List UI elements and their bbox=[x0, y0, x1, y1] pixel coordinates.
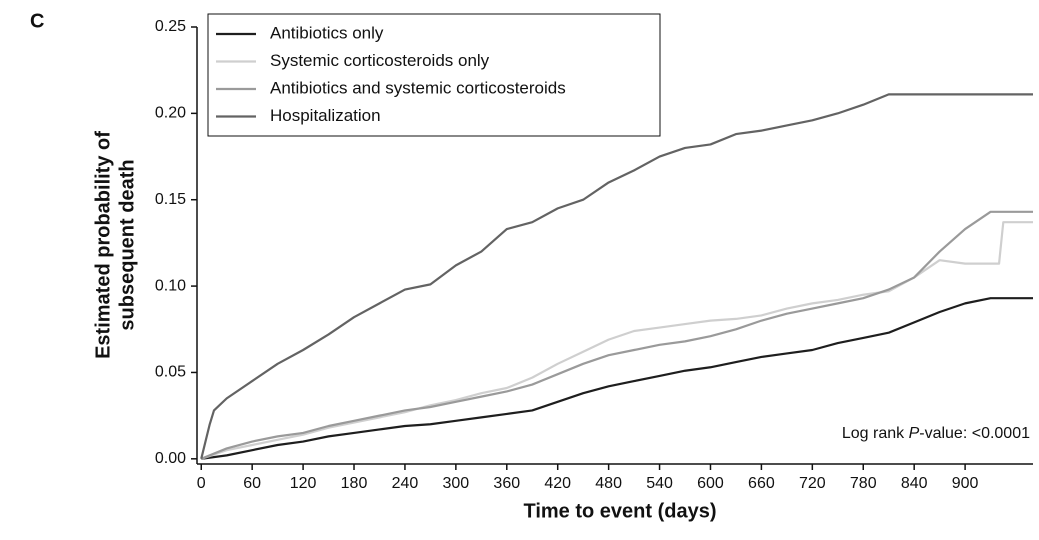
annotation-part: Log rank bbox=[842, 425, 909, 442]
annotation: Log rank P-value: <0.0001 bbox=[842, 425, 1030, 442]
y-label-line: subsequent death bbox=[116, 159, 138, 330]
x-tick-label: 360 bbox=[493, 475, 520, 492]
x-tick-label: 240 bbox=[392, 475, 419, 492]
series-line bbox=[201, 297, 1033, 460]
x-tick-label: 300 bbox=[443, 475, 470, 492]
y-tick-label: 0.10 bbox=[155, 277, 186, 294]
legend-label: Hospitalization bbox=[270, 106, 381, 125]
y-tick-label: 0.00 bbox=[155, 450, 186, 467]
legend-label: Antibiotics only bbox=[270, 23, 384, 42]
y-label-line: Estimated probability of bbox=[92, 131, 114, 359]
x-tick-label: 780 bbox=[850, 475, 877, 492]
x-tick-label: 900 bbox=[952, 475, 979, 492]
series-line bbox=[200, 93, 1033, 460]
x-tick-label: 0 bbox=[197, 475, 206, 492]
x-tick-label: 480 bbox=[595, 475, 622, 492]
x-tick-label: 840 bbox=[901, 475, 928, 492]
annotation-part: -value: <0.0001 bbox=[919, 425, 1030, 442]
y-tick-label: 0.05 bbox=[155, 364, 186, 381]
series-line bbox=[200, 221, 1033, 460]
x-axis-label: Time to event (days) bbox=[523, 500, 716, 522]
y-tick-label: 0.20 bbox=[155, 105, 186, 122]
legend-label: Antibiotics and systemic corticosteroids bbox=[270, 78, 566, 97]
x-tick-label: 720 bbox=[799, 475, 826, 492]
x-tick-label: 120 bbox=[290, 475, 317, 492]
y-axis-label: Estimated probability of subsequent deat… bbox=[92, 131, 138, 359]
legend-label: Systemic corticosteroids only bbox=[270, 51, 490, 70]
y-tick-label: 0.25 bbox=[155, 18, 186, 35]
series-line bbox=[200, 210, 1033, 460]
annotation-part: P bbox=[909, 425, 920, 442]
x-tick-label: 60 bbox=[243, 475, 261, 492]
x-tick-label: 660 bbox=[748, 475, 775, 492]
x-tick-label: 420 bbox=[544, 475, 571, 492]
x-tick-label: 540 bbox=[646, 475, 673, 492]
panel-label: C bbox=[30, 10, 44, 32]
x-tick-label: 600 bbox=[697, 475, 724, 492]
x-tick-label: 180 bbox=[341, 475, 368, 492]
y-tick-label: 0.15 bbox=[155, 191, 186, 208]
legend-box bbox=[207, 13, 661, 137]
